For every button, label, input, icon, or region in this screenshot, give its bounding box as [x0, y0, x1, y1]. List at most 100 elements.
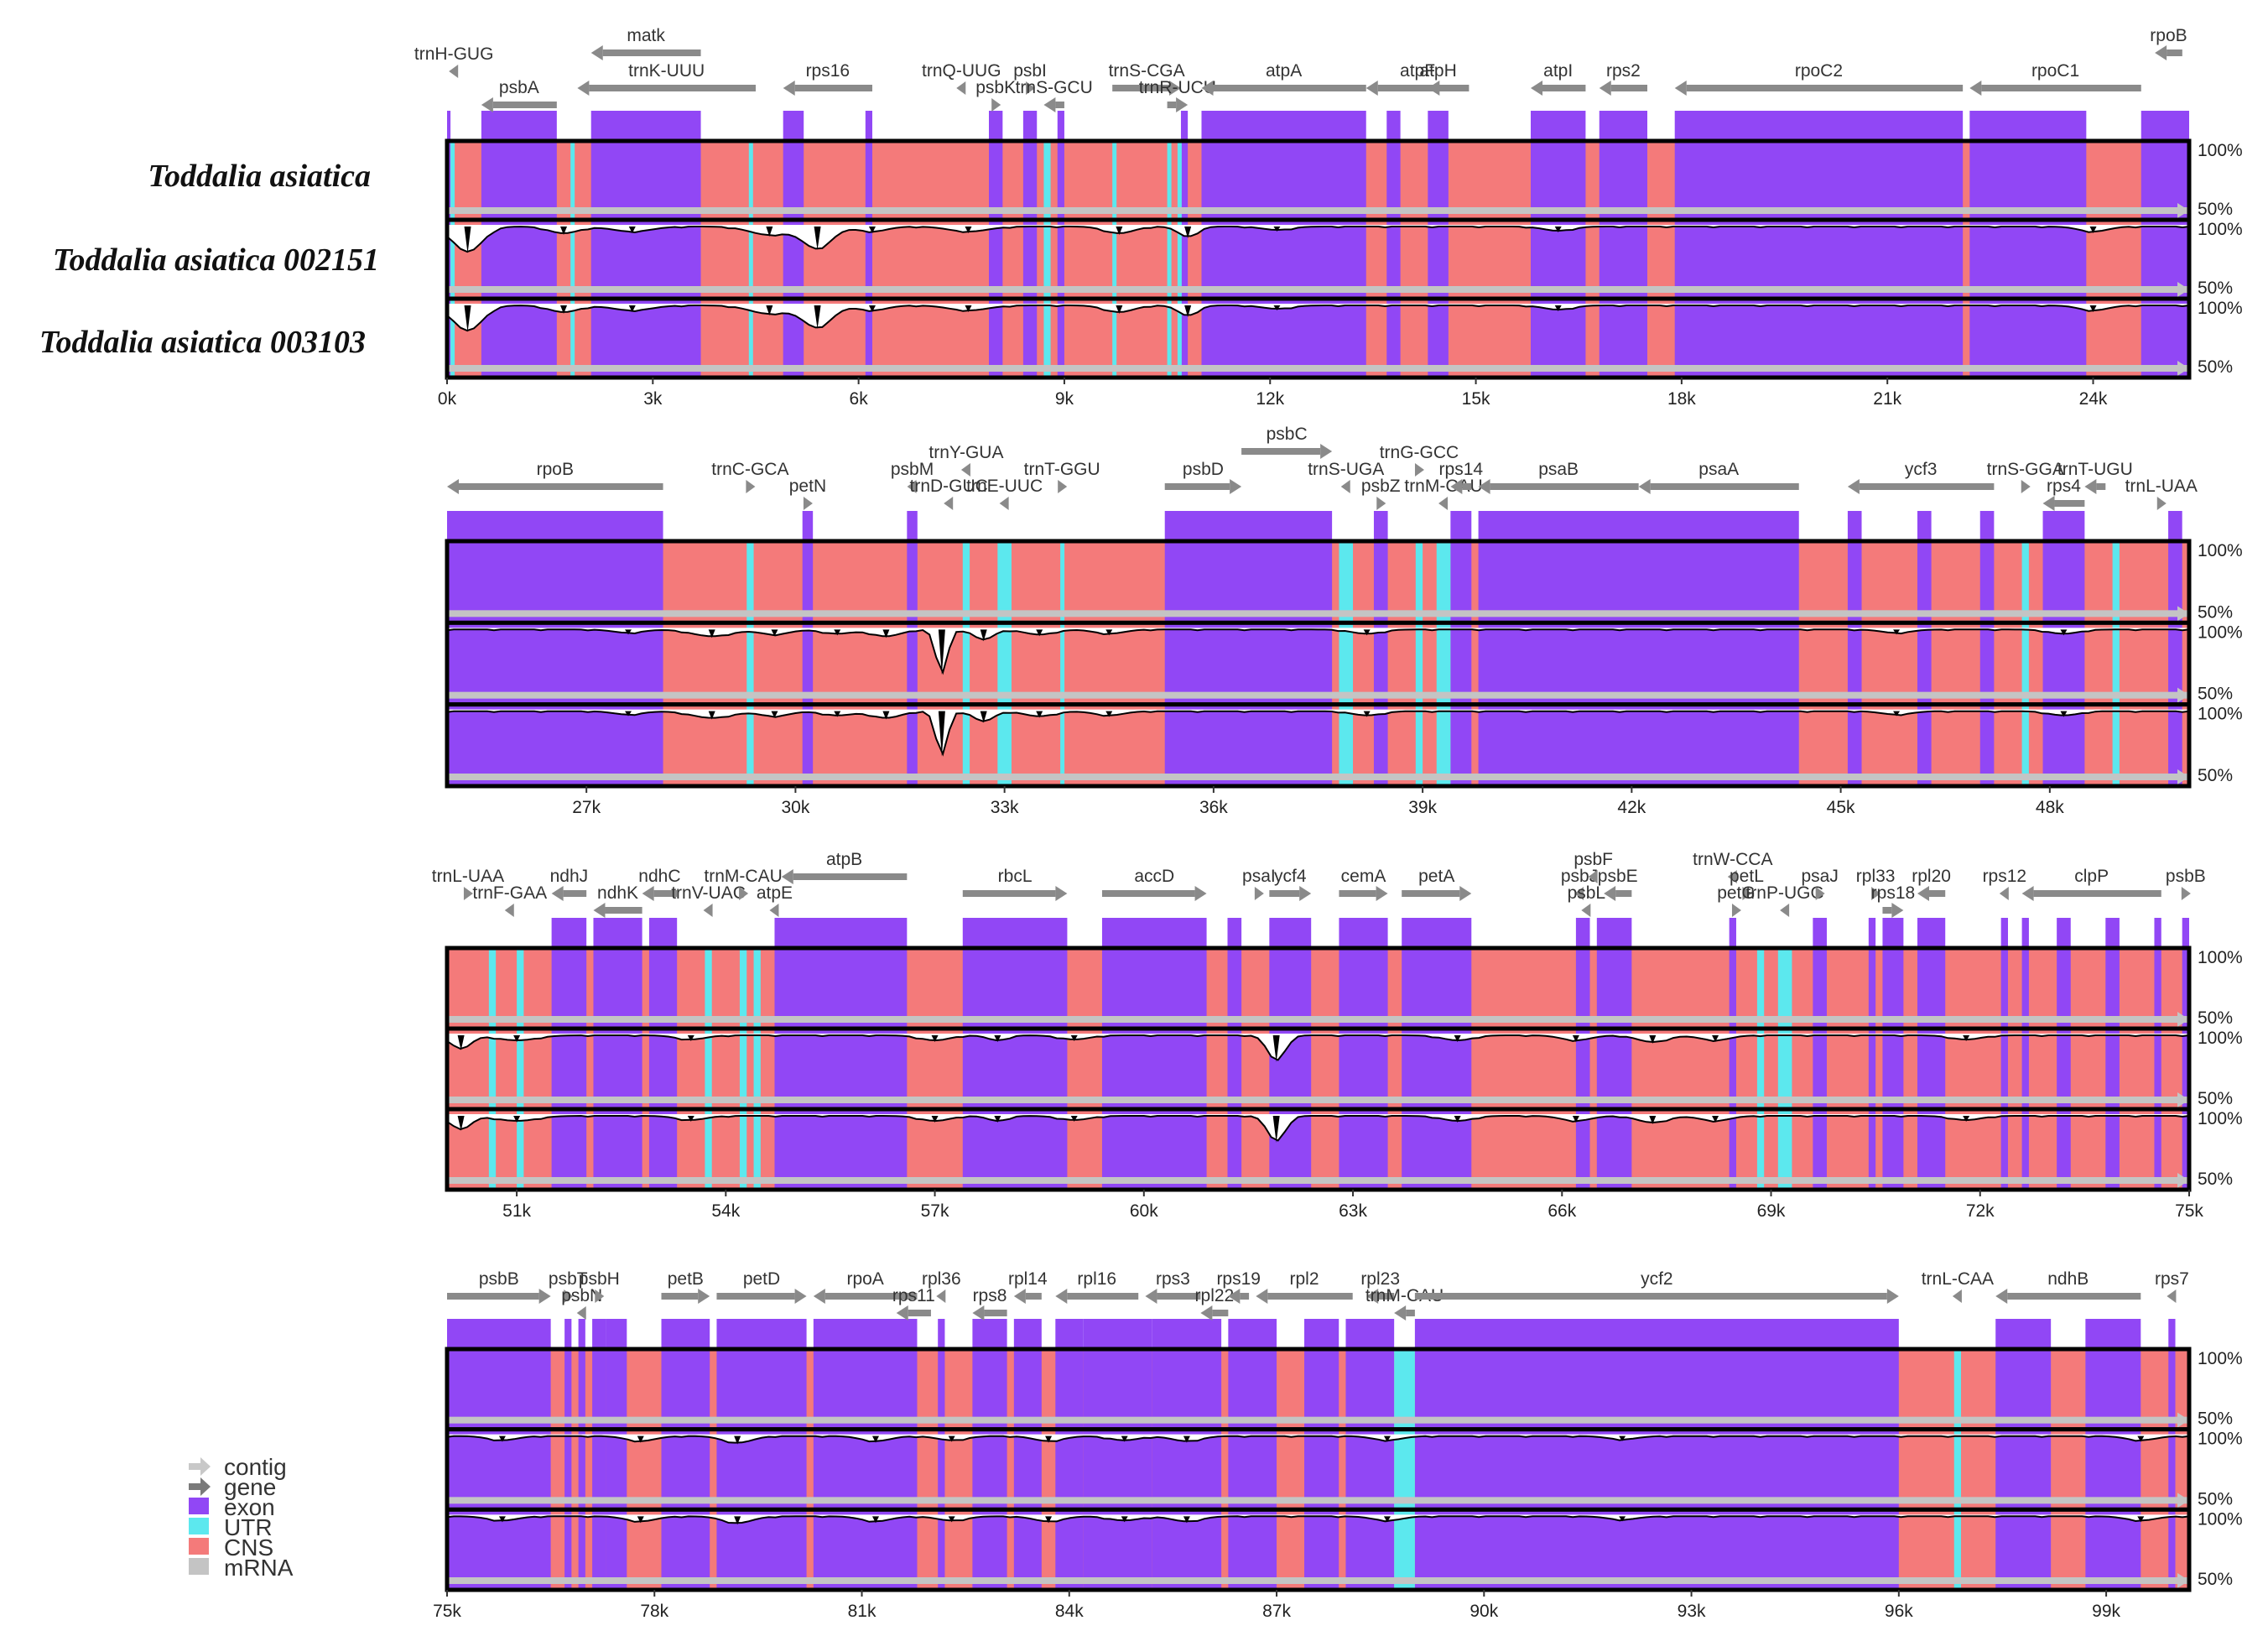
gene-arrow-head: [1588, 870, 1598, 883]
identity-dip: [1363, 629, 1371, 636]
exon-region: [1969, 141, 2087, 220]
exon-region: [1995, 1429, 2052, 1510]
gene-label: rpl36: [922, 1269, 961, 1289]
utr-region: [2021, 541, 2029, 623]
utr-region: [1112, 141, 1117, 220]
gene-arrow-body: [563, 890, 587, 897]
exon-header-bar: [1478, 511, 1799, 539]
exon-region: [592, 1429, 606, 1510]
gene-arrow-head: [1886, 1289, 1899, 1304]
gene-arrow-head: [504, 904, 514, 917]
exon-region: [1402, 1109, 1472, 1190]
percent-50-label: 50%: [2198, 1170, 2233, 1189]
gene-label: trnK-UUU: [628, 61, 705, 81]
identity-dip: [637, 1435, 644, 1443]
identity-dip: [2137, 1435, 2145, 1442]
exon-region: [1402, 1029, 1472, 1109]
gene-arrow-head: [769, 904, 779, 917]
identity-dip: [1363, 711, 1371, 717]
utr-region: [739, 1109, 747, 1190]
exon-header-bar: [1917, 918, 1946, 946]
exon-region: [1813, 1109, 1827, 1190]
identity-dip: [1273, 305, 1281, 310]
utr-region: [1415, 541, 1423, 623]
percent-50-label: 50%: [2198, 1409, 2233, 1429]
mrna-arrowhead: [2177, 1173, 2189, 1188]
gene-label: ndhB: [2047, 1269, 2089, 1289]
gene-label: rps18: [1871, 883, 1916, 903]
axis-tick-label: 9k: [1055, 389, 1074, 409]
gene-label: rps19: [1216, 1269, 1261, 1289]
exon-region: [1339, 1029, 1388, 1109]
axis-tick-label: 33k: [991, 798, 1019, 817]
exon-region: [1228, 1509, 1277, 1590]
gene-arrow-head: [1574, 887, 1584, 900]
utr-region: [1394, 1349, 1415, 1430]
identity-dip: [708, 629, 715, 638]
exon-header-bar: [2168, 511, 2182, 539]
mrna-baseline: [447, 774, 2189, 780]
identity-dip: [2089, 227, 2097, 233]
exon-region: [1450, 541, 1472, 623]
exon-header-bar: [2141, 111, 2189, 139]
gene-label: psbF: [1574, 850, 1613, 869]
gene-arrow-head: [1952, 1290, 1962, 1303]
utr-region: [570, 220, 575, 299]
exon-header-bar: [1227, 918, 1242, 946]
identity-dip: [1963, 1116, 1970, 1122]
exon-header-bar: [1599, 111, 1648, 139]
exon-region: [1969, 220, 2087, 299]
mrna-baseline: [447, 1177, 2189, 1184]
axis-tick-label: 72k: [1966, 1201, 1995, 1221]
percent-100-label: 100%: [2198, 1349, 2243, 1368]
identity-dip: [628, 305, 636, 312]
gene-label: psbB: [479, 1269, 519, 1289]
exon-region: [578, 1429, 585, 1510]
utr-region: [748, 141, 753, 220]
exon-header-bar: [907, 511, 918, 539]
gene-arrow-body: [1462, 483, 1472, 490]
utr-region: [748, 220, 753, 299]
utr-region: [1777, 948, 1792, 1029]
exon-region: [1917, 623, 1932, 705]
exon-region: [1979, 623, 1995, 705]
gene-label: atpB: [826, 850, 862, 869]
identity-gap: [447, 304, 2189, 331]
exon-region: [972, 1509, 1007, 1590]
exon-region: [578, 1509, 585, 1590]
exon-header-bar: [2021, 918, 2029, 946]
legend-cns-label: CNS: [224, 1534, 273, 1560]
identity-dip: [1184, 227, 1192, 238]
identity-dip: [1183, 1435, 1190, 1443]
utr-region: [450, 220, 455, 299]
exon-header-bar: [1979, 511, 1995, 539]
gene-arrow-head: [960, 463, 970, 477]
exon-region: [1882, 948, 1904, 1029]
exon-region: [1055, 1349, 1084, 1430]
identity-dip: [1893, 711, 1901, 716]
gene-label: rps14: [1439, 460, 1484, 479]
exon-region: [2021, 1109, 2029, 1190]
panel-1: 100%50%100%50%100%50%0k 3k 6k 9k 12k 15k 18k 21…: [414, 26, 2243, 409]
identity-dip: [1045, 1435, 1053, 1443]
percent-100-label: 100%: [2198, 1509, 2243, 1529]
axis-tick-label: 96k: [1885, 1602, 1913, 1621]
exon-region: [1201, 141, 1366, 220]
exon-region: [1596, 948, 1632, 1029]
exon-header-bar: [783, 111, 804, 139]
axis-tick-label: 75k: [2175, 1201, 2203, 1221]
gene-label: rbcL: [998, 867, 1033, 886]
exon-header-bar: [1882, 918, 1904, 946]
identity-dip: [980, 711, 987, 723]
gene-label: trnW-CCA: [1693, 850, 1772, 869]
gene-arrow-head: [1478, 479, 1490, 494]
gene-arrow-head: [746, 480, 756, 493]
gene-arrow-head: [551, 886, 564, 901]
axis-tick-label: 0k: [438, 389, 457, 409]
exon-region: [1729, 1029, 1736, 1109]
exon-region: [1013, 1429, 1042, 1510]
exon-header-bar: [593, 918, 642, 946]
gene-arrow-body: [1378, 1293, 1395, 1300]
identity-dip: [938, 629, 945, 675]
identity-dip: [457, 1035, 465, 1050]
